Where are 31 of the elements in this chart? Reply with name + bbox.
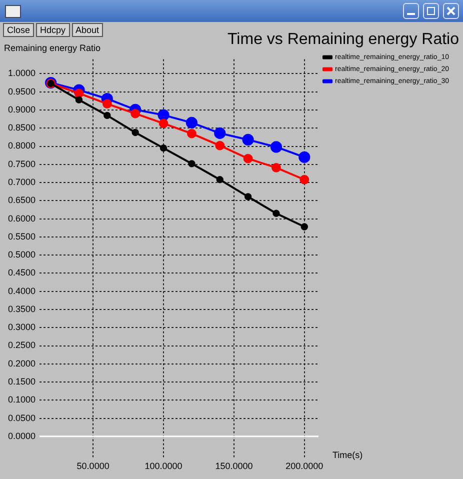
y-tick-label: 0.7500	[8, 158, 36, 169]
x-tick-label: 100.0000	[144, 461, 182, 472]
y-tick-label: 0.2500	[8, 340, 36, 350]
text: Close	[3, 23, 34, 37]
y-tick-label: 0.7000	[8, 177, 36, 188]
y-tick-label: 0.8500	[8, 122, 36, 133]
y-tick-label: 0.3000	[8, 322, 36, 332]
x-tick-label: 50.0000	[76, 461, 110, 472]
y-tick-label: 0.2000	[8, 358, 36, 368]
y-tick-label: 0.8000	[8, 140, 36, 151]
chart-title: Time vs Remaining energy Ratio	[228, 31, 460, 48]
y-tick-label: 0.1000	[8, 394, 36, 405]
y-tick-label: 0.0000	[8, 430, 36, 441]
x-tick-label: 150.0000	[215, 461, 253, 472]
y-tick-label: 0.0500	[8, 412, 36, 423]
y-tick-label: 0.9500	[8, 86, 36, 96]
y-tick-label: 0.4500	[8, 268, 36, 278]
x-axis-title: Time(s)	[332, 450, 363, 460]
y-tick-label: 0.6500	[8, 195, 36, 206]
y-tick-label: 0.3500	[8, 304, 36, 314]
y-tick-label: 0.9000	[8, 104, 36, 114]
y-tick-label: 0.6000	[8, 213, 36, 224]
x-tick-label: 200.0000	[286, 461, 324, 472]
text: About	[72, 23, 104, 37]
text: Hdcpy	[36, 23, 70, 37]
y-axis-title: Remaining energy Ratio	[4, 42, 101, 53]
y-tick-label: 1.0000	[8, 68, 36, 78]
y-tick-label: 0.5000	[8, 250, 36, 260]
y-tick-label: 0.5500	[8, 231, 36, 242]
y-tick-label: 0.1500	[8, 376, 36, 387]
y-tick-label: 0.4000	[8, 286, 36, 296]
